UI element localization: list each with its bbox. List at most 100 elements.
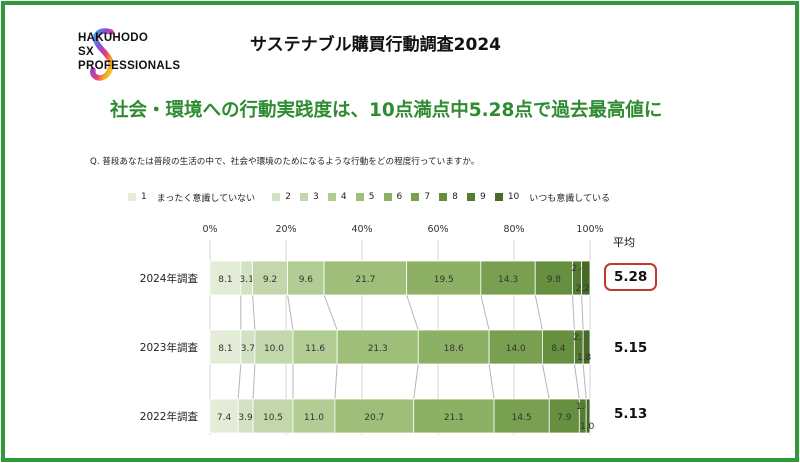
data-label: 18.6 bbox=[444, 344, 464, 354]
data-label: 10.5 bbox=[263, 413, 283, 423]
legend-label-7: 7 bbox=[424, 192, 431, 202]
x-tick-label-5: 100% bbox=[576, 224, 603, 235]
bar-segment bbox=[292, 398, 336, 434]
legend-label-1: 1 bbox=[141, 192, 147, 202]
logo-text: HAKUHODO SX PROFESSIONALS bbox=[78, 31, 180, 73]
data-label: 3.7 bbox=[241, 344, 255, 354]
bar-segment bbox=[548, 398, 580, 434]
legend-swatch-8 bbox=[439, 193, 448, 201]
data-label: 14.3 bbox=[498, 275, 518, 285]
bar-segment bbox=[417, 329, 490, 365]
connector-line bbox=[534, 294, 543, 331]
legend-item-2: 2 bbox=[272, 192, 291, 202]
legend-item-10: 10 いつも意識している bbox=[494, 191, 618, 204]
bar-segment bbox=[292, 329, 338, 365]
connector-line bbox=[252, 294, 256, 331]
connector-line bbox=[572, 294, 575, 331]
data-label: 20.7 bbox=[364, 413, 384, 423]
bar-segment bbox=[542, 329, 575, 365]
connector-line bbox=[581, 294, 584, 331]
legend-label-low: まったく意識していない bbox=[156, 193, 256, 204]
legend-item-8: 8 bbox=[439, 192, 458, 202]
data-label: 21.3 bbox=[368, 344, 388, 354]
bar-segment bbox=[406, 260, 482, 296]
legend-item-5: 5 bbox=[355, 192, 375, 202]
x-tick-label-4: 80% bbox=[503, 224, 524, 235]
legend-swatch-4 bbox=[327, 193, 336, 201]
legend-swatch-6 bbox=[383, 193, 392, 201]
legend-swatch-1 bbox=[128, 193, 136, 201]
data-label: 2.4 bbox=[571, 264, 586, 274]
legend-swatch-7 bbox=[411, 193, 420, 201]
legend-swatch-10 bbox=[494, 193, 503, 201]
category-label: 2023年調査 bbox=[140, 341, 199, 354]
data-label: 19.5 bbox=[434, 275, 454, 285]
data-label: 8.4 bbox=[551, 344, 566, 354]
data-label: 9.6 bbox=[299, 275, 314, 285]
bar-segment bbox=[582, 329, 591, 365]
connector-line bbox=[287, 294, 294, 331]
data-label: 9.8 bbox=[547, 275, 562, 285]
average-2023: 5.15 bbox=[614, 340, 648, 356]
legend-label-10: 10 bbox=[507, 192, 520, 202]
headline: 社会・環境への行動実践度は、10点満点中5.28点で過去最高値に bbox=[110, 100, 663, 121]
data-label: 7.4 bbox=[217, 413, 232, 423]
hakuhodo-logo bbox=[90, 28, 114, 81]
data-label: 3.1 bbox=[240, 275, 254, 285]
bar-segment bbox=[209, 260, 242, 296]
bar-segment bbox=[585, 398, 591, 434]
logo-line-2: SX bbox=[78, 46, 94, 58]
category-label: 2024年調査 bbox=[140, 272, 199, 285]
data-label: 8.1 bbox=[218, 344, 232, 354]
bar-segment bbox=[480, 260, 536, 296]
data-label: 7.9 bbox=[557, 413, 572, 423]
data-label: 1.8 bbox=[577, 353, 592, 363]
connector-line bbox=[406, 294, 419, 331]
data-label: 2.2 bbox=[575, 284, 589, 294]
x-tick-label-0: 0% bbox=[202, 224, 217, 235]
connector-line bbox=[252, 363, 256, 400]
legend-item-1: 1 まったく意識していない bbox=[128, 191, 263, 204]
legend-label-3: 3 bbox=[313, 192, 319, 202]
data-label: 21.1 bbox=[444, 413, 464, 423]
page-title: サステナブル購買行動調査2024 bbox=[250, 35, 501, 55]
legend-swatch-3 bbox=[300, 193, 309, 201]
connector-line bbox=[413, 363, 419, 400]
bar-segment bbox=[323, 260, 408, 296]
bar-segment bbox=[581, 260, 591, 296]
survey-question: Q. 普段あなたは普段の生活の中で、社会や環境のためになるような行動をどの程度行… bbox=[90, 157, 480, 167]
data-label: 21.7 bbox=[355, 275, 375, 285]
data-label: 1.0 bbox=[580, 422, 595, 432]
legend-swatch-2 bbox=[272, 193, 281, 201]
legend-label-4: 4 bbox=[340, 192, 347, 202]
bar-segment bbox=[287, 260, 325, 296]
data-label: 8.1 bbox=[218, 275, 232, 285]
data-label: 11.0 bbox=[304, 413, 324, 423]
data-label: 10.0 bbox=[264, 344, 284, 354]
data-label: 3.9 bbox=[238, 413, 253, 423]
x-tick-label-2: 40% bbox=[351, 224, 372, 235]
logo-line-3: PROFESSIONALS bbox=[78, 60, 181, 72]
connector-line bbox=[323, 294, 338, 331]
average-header: 平均 bbox=[613, 236, 635, 249]
data-label: 11.6 bbox=[305, 344, 325, 354]
legend-label-5: 5 bbox=[368, 192, 375, 202]
connector-line bbox=[480, 294, 490, 331]
connector-line bbox=[573, 363, 580, 400]
connector-line bbox=[488, 363, 495, 400]
data-label: 14.5 bbox=[512, 413, 532, 423]
legend-item-9: 9 bbox=[467, 192, 486, 202]
category-label: 2022年調査 bbox=[140, 410, 199, 423]
bar-segment bbox=[488, 329, 543, 365]
legend-label-2: 2 bbox=[285, 192, 291, 202]
data-label: 9.2 bbox=[263, 275, 277, 285]
logo-line-1: HAKUHODO bbox=[78, 32, 149, 44]
bar-segment bbox=[209, 329, 242, 365]
connector-line bbox=[334, 363, 338, 400]
average-2022: 5.13 bbox=[614, 406, 648, 422]
legend-label-6: 6 bbox=[396, 192, 403, 202]
data-label: 2.3 bbox=[573, 333, 587, 343]
legend-item-7: 7 bbox=[411, 192, 430, 202]
